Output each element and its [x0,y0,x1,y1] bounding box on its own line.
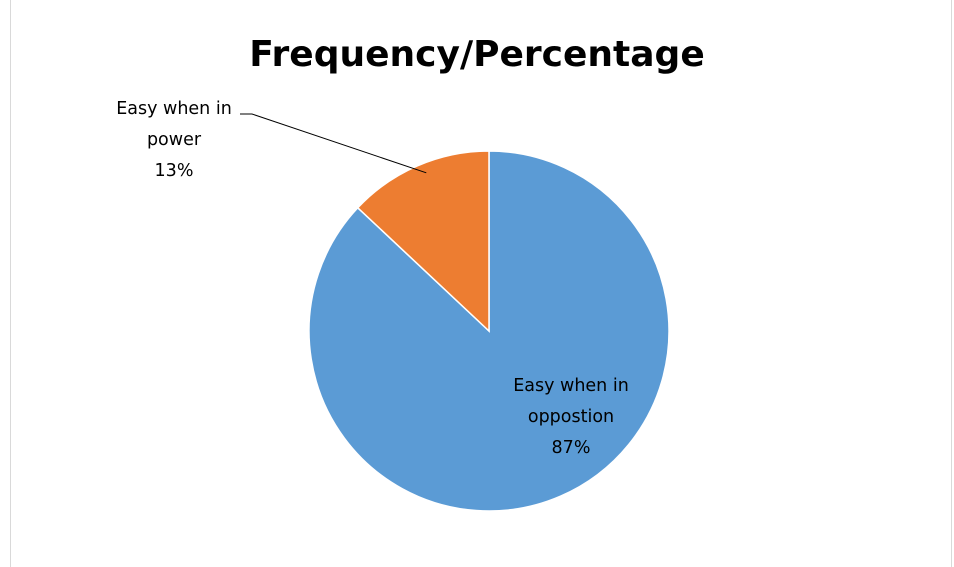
chart-title: Frequency/Percentage [249,34,705,75]
pie-slice-1 [356,150,490,333]
pie-label-1: Easy when in power 13% [116,99,232,181]
pie-labels: Easy when in oppostion 87% Easy when in powe… [116,99,629,458]
pie-label-0: Easy when in oppostion 87% [513,376,629,458]
pie-slices [308,150,670,512]
leader-line [240,113,427,174]
